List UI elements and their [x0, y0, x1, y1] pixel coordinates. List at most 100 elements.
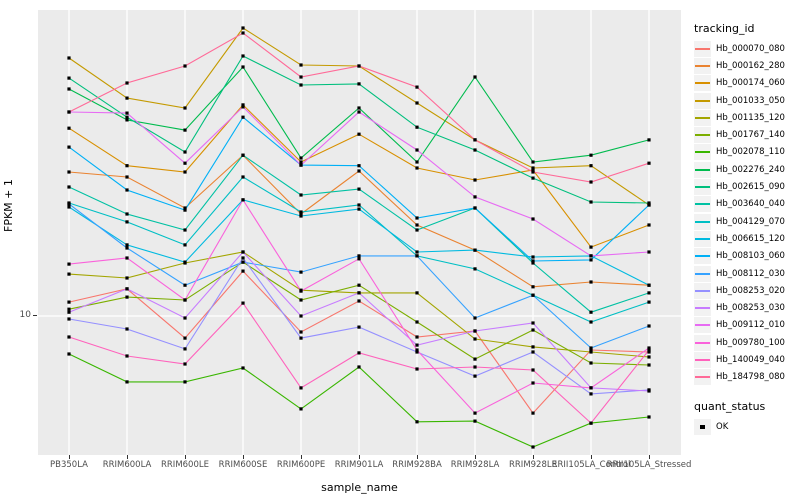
data-point — [589, 361, 593, 365]
data-point — [647, 291, 651, 295]
legend-swatch — [694, 213, 711, 230]
legend-line-sample — [695, 324, 710, 327]
data-point — [241, 250, 245, 254]
data-point — [241, 105, 245, 109]
legend-item-label: Hb_003640_040 — [716, 199, 785, 210]
data-point — [125, 327, 129, 331]
data-point — [67, 300, 71, 304]
x-tick-label: RRII105LA_Stressed — [606, 460, 692, 470]
data-point — [531, 328, 535, 332]
data-point — [67, 202, 71, 206]
data-point — [531, 411, 535, 415]
data-point — [415, 101, 419, 105]
data-point — [589, 258, 593, 262]
data-point — [589, 348, 593, 352]
data-point — [125, 380, 129, 384]
legend-item-Hb_001033_050: Hb_001033_050 — [694, 92, 798, 109]
data-point — [67, 76, 71, 80]
data-point — [183, 228, 187, 232]
legend-swatch — [694, 282, 711, 299]
data-point — [241, 65, 245, 69]
data-point — [299, 270, 303, 274]
x-axis-title: sample_name — [321, 481, 398, 494]
data-point — [299, 210, 303, 214]
data-point — [299, 193, 303, 197]
data-point — [125, 276, 129, 280]
data-point — [125, 256, 129, 260]
legend-item-label: Hb_006615_120 — [716, 233, 785, 244]
legend-line-sample — [695, 47, 710, 50]
x-tick-mark — [533, 455, 534, 459]
data-point — [67, 272, 71, 276]
legend-swatch — [694, 317, 711, 334]
data-point — [357, 110, 361, 114]
data-point — [647, 363, 651, 367]
data-point — [531, 350, 535, 354]
data-point — [531, 160, 535, 164]
data-point — [415, 250, 419, 254]
data-point — [415, 343, 419, 347]
legend-line-sample — [695, 116, 710, 119]
data-point — [183, 170, 187, 174]
data-point — [183, 298, 187, 302]
legend-line-sample — [695, 99, 710, 102]
data-point — [415, 291, 419, 295]
data-point — [473, 248, 477, 252]
legend-item-quant-ok: OK — [694, 418, 798, 435]
x-tick-mark — [475, 455, 476, 459]
data-point — [125, 354, 129, 358]
data-point — [67, 310, 71, 314]
legend-swatch — [694, 109, 711, 126]
data-point — [125, 188, 129, 192]
data-point — [473, 316, 477, 320]
data-point — [415, 125, 419, 129]
data-point — [299, 314, 303, 318]
black-square-marker-icon — [700, 424, 705, 430]
data-point — [531, 345, 535, 349]
legend-swatch — [694, 127, 711, 144]
data-point — [647, 348, 651, 352]
legend: tracking_id Hb_000070_080 Hb_000162_280 Hb… — [694, 22, 798, 435]
data-point — [125, 175, 129, 179]
legend-item-label: Hb_004129_070 — [716, 216, 785, 227]
data-point — [241, 153, 245, 157]
legend-item-Hb_008253_020: Hb_008253_020 — [694, 282, 798, 299]
legend-item-Hb_003640_040: Hb_003640_040 — [694, 196, 798, 213]
legend-swatch — [694, 57, 711, 74]
legend-item-label: Hb_009112_010 — [716, 320, 785, 331]
legend-item-label: Hb_008253_030 — [716, 303, 785, 314]
x-tick-label: RRIM928LA — [450, 460, 500, 470]
data-point — [415, 85, 419, 89]
legend-line-sample — [695, 64, 710, 67]
data-point — [531, 293, 535, 297]
data-point — [357, 187, 361, 191]
data-point — [299, 160, 303, 164]
data-point — [647, 138, 651, 142]
data-point — [473, 195, 477, 199]
data-point — [183, 260, 187, 264]
legend-item-Hb_001767_140: Hb_001767_140 — [694, 126, 798, 144]
legend-swatch — [694, 75, 711, 92]
data-point — [647, 415, 651, 419]
legend-swatch — [694, 179, 711, 196]
data-point — [415, 160, 419, 164]
data-point — [589, 386, 593, 390]
legend-line-sample — [695, 82, 710, 85]
legend-item-label: Hb_140049_040 — [716, 354, 785, 365]
data-point — [415, 320, 419, 324]
legend-line-sample — [695, 307, 710, 310]
legend-swatch — [694, 300, 711, 317]
data-point — [415, 350, 419, 354]
data-point — [241, 103, 245, 107]
x-tick-label: PB350LA — [50, 460, 88, 470]
x-tick-label: RRIM928LE — [509, 460, 557, 470]
data-point — [357, 164, 361, 168]
legend-item-label: Hb_002615_090 — [716, 182, 785, 193]
data-point — [183, 161, 187, 165]
legend-item-Hb_009780_100: Hb_009780_100 — [694, 334, 798, 351]
legend-swatch — [694, 92, 711, 109]
legend-swatch — [694, 40, 711, 57]
data-point — [67, 145, 71, 149]
legend-item-Hb_000162_280: Hb_000162_280 — [694, 57, 798, 74]
x-tick-label: RRIM600LE — [161, 460, 209, 470]
